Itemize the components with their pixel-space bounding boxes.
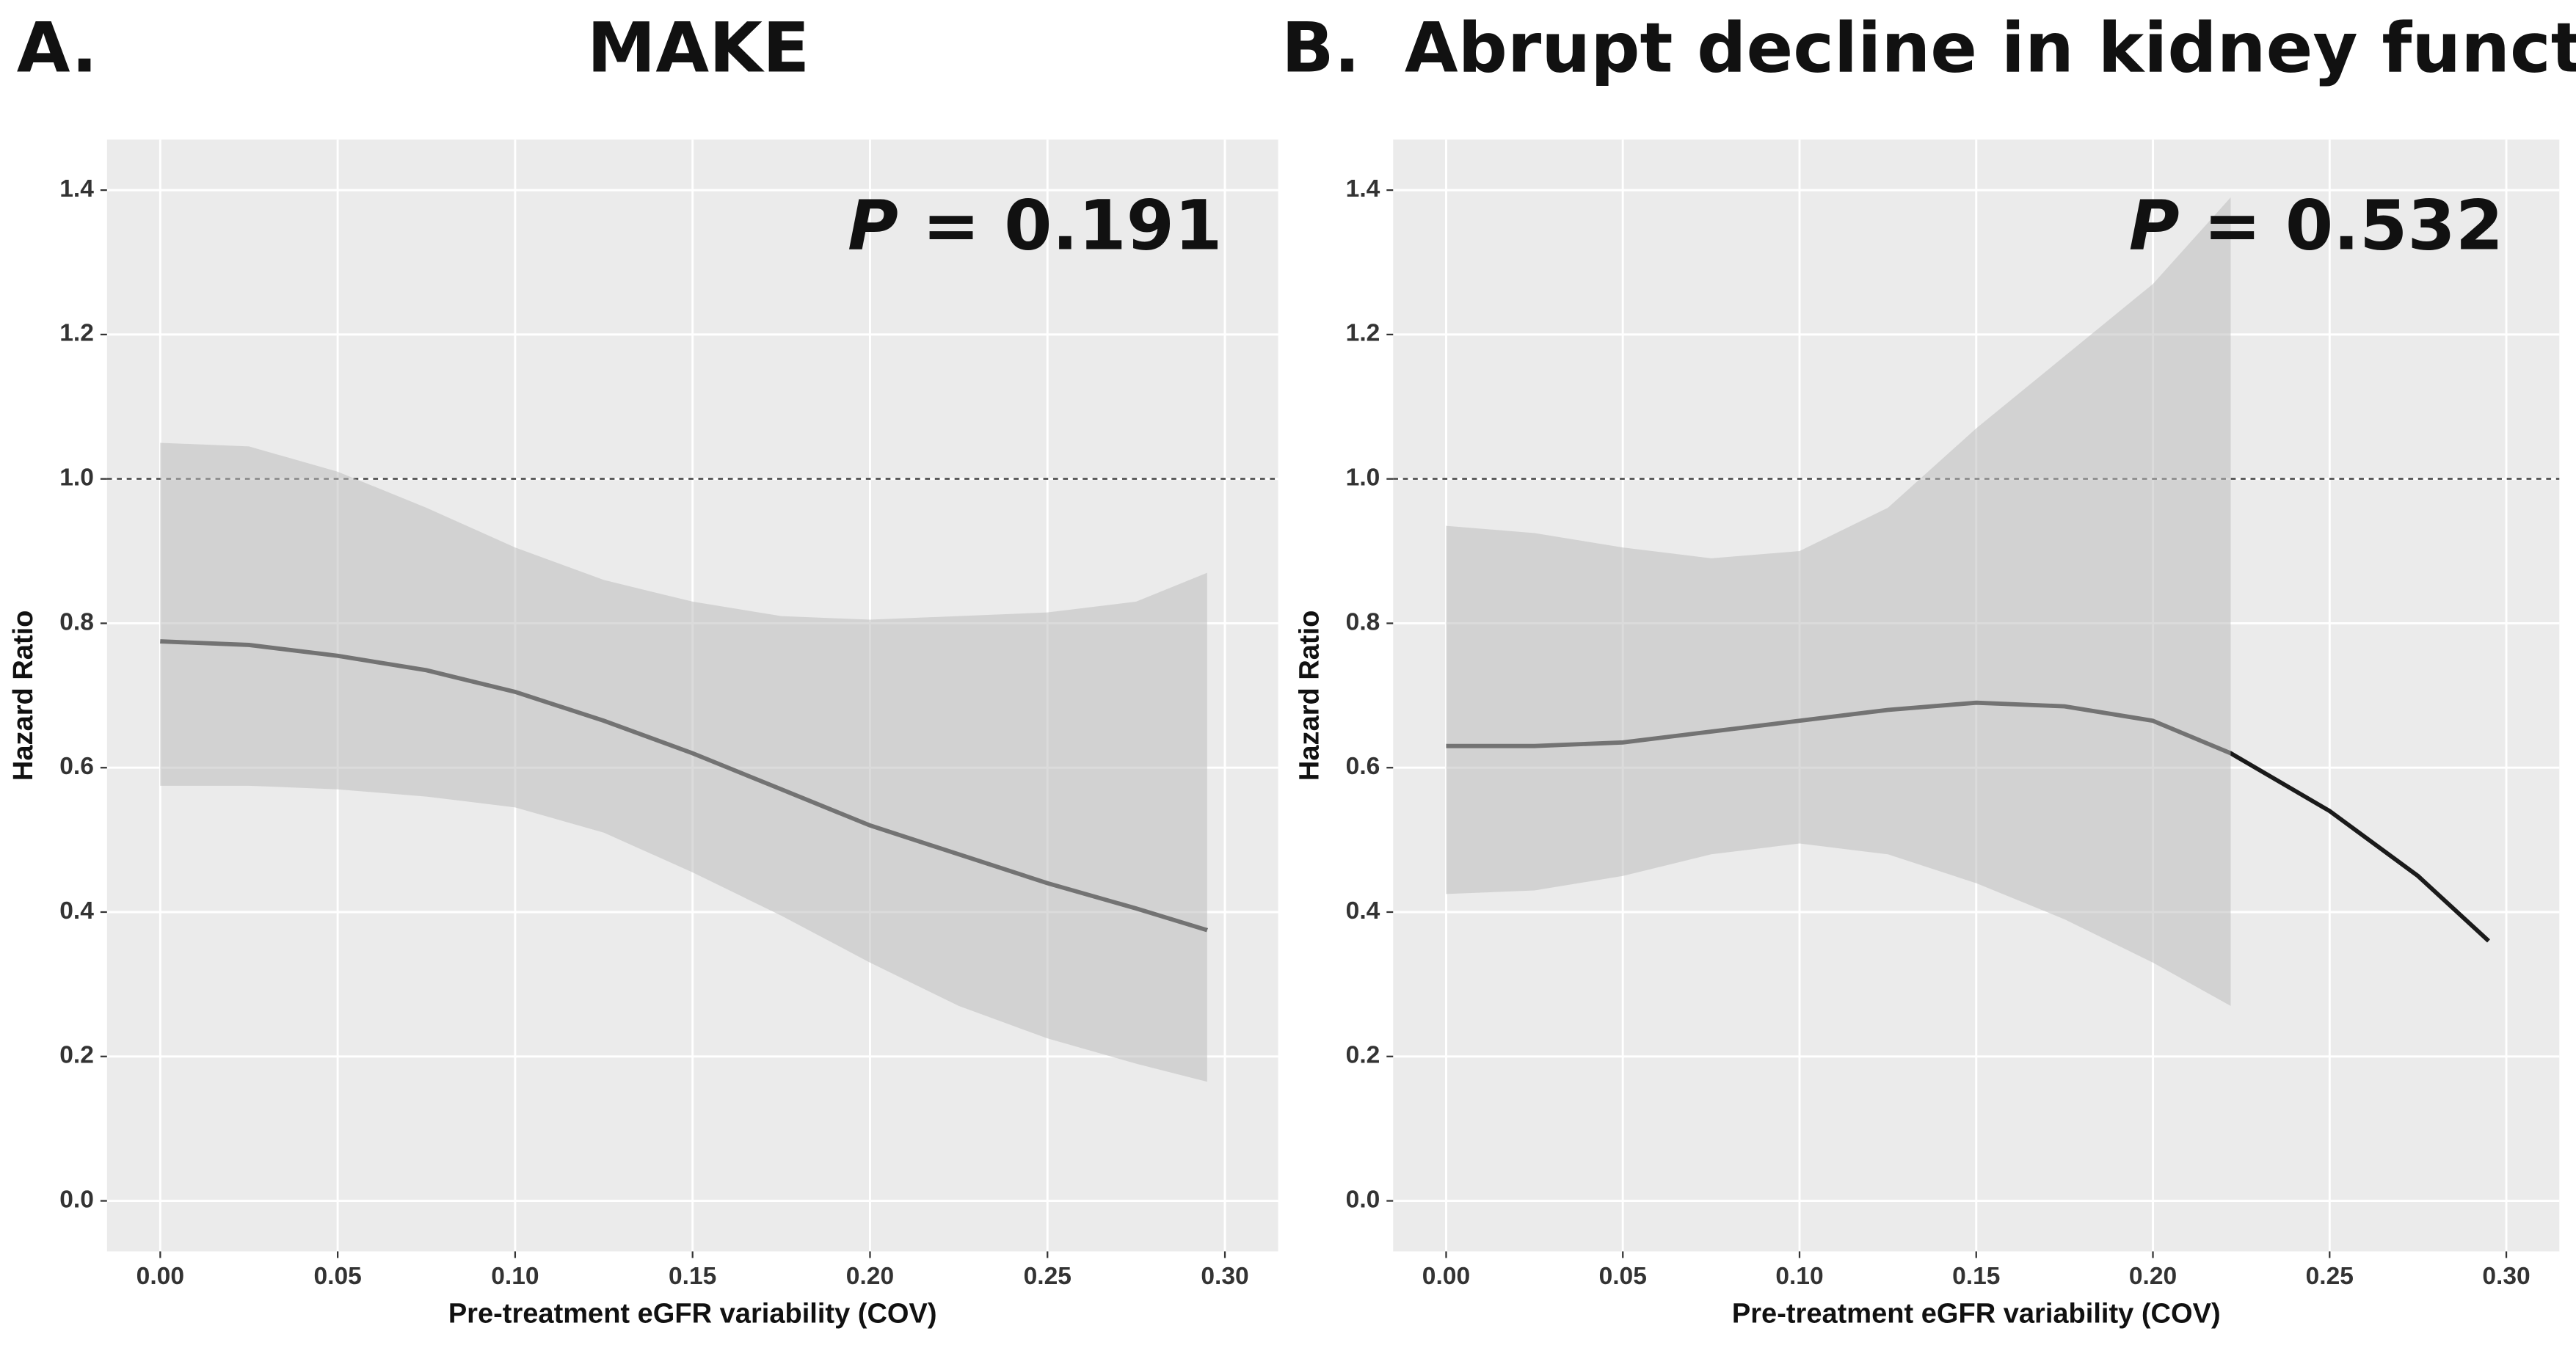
x-axis-title: Pre-treatment eGFR variability (COV) [1732,1299,2221,1330]
p-text: = 0.532 [2203,186,2503,266]
y-tick-label: 1.0 [59,464,94,492]
x-tick-label: 0.15 [669,1263,716,1290]
y-tick-label: 0.0 [59,1186,94,1213]
y-tick-label: 0.8 [59,608,94,635]
panel-label: B. [1281,8,1360,88]
y-tick-label: 1.2 [59,320,94,347]
y-tick-label: 0.4 [59,897,94,925]
x-tick-label: 0.15 [1952,1263,2000,1290]
confidence-band [160,442,1207,1082]
x-tick-label: 0.30 [2482,1263,2530,1290]
y-tick-label: 0.8 [1346,608,1380,635]
x-tick-label: 0.10 [491,1263,539,1290]
panel-label: A. [17,8,98,88]
x-tick-label: 0.05 [313,1263,361,1290]
x-tick-label: 0.20 [846,1263,894,1290]
y-tick-label: 0.2 [59,1042,94,1069]
panel: 0.0 0.2 0.4 0.6 0.8 1.0 1.2 1.4 0.00 0.05 0.10 0.15… [1281,8,2576,1329]
y-tick-label: 1.2 [1346,320,1380,347]
y-tick-label: 1.0 [1346,464,1380,492]
p-symbol: P [2129,186,2180,266]
x-tick-label: 0.00 [137,1263,184,1290]
y-tick-label: 0.2 [1346,1042,1380,1069]
chart-title: Abrupt decline in kidney function [1405,8,2576,88]
confidence-band [1446,197,2231,1006]
p-value-annotation: P = 0.191 [848,186,1222,266]
y-axis-title: Hazard Ratio [8,610,39,781]
y-tick-label: 1.4 [1346,175,1380,203]
y-axis-title: Hazard Ratio [1294,610,1325,781]
p-text: = 0.191 [923,186,1223,266]
x-tick-label: 0.25 [1024,1263,1071,1290]
x-tick-label: 0.00 [1422,1263,1470,1290]
chart-title: MAKE [587,8,809,88]
x-tick-label: 0.25 [2306,1263,2354,1290]
y-tick-label: 0.0 [1346,1186,1380,1213]
panel: 0.0 0.2 0.4 0.6 0.8 1.0 1.2 1.4 0.00 0.05 0.10 0.15… [8,8,1278,1330]
y-tick-label: 0.6 [1346,753,1380,780]
x-tick-label: 0.05 [1599,1263,1647,1290]
y-tick-label: 1.4 [59,175,94,203]
x-axis-title: Pre-treatment eGFR variability (COV) [448,1299,937,1330]
p-symbol: P [848,186,898,266]
x-tick-label: 0.10 [1775,1263,1823,1290]
p-value-annotation: P = 0.532 [2129,186,2503,266]
y-tick-label: 0.4 [1346,897,1380,925]
x-tick-label: 0.30 [1201,1263,1248,1290]
y-tick-label: 0.6 [59,753,94,780]
x-tick-label: 0.20 [2129,1263,2177,1290]
